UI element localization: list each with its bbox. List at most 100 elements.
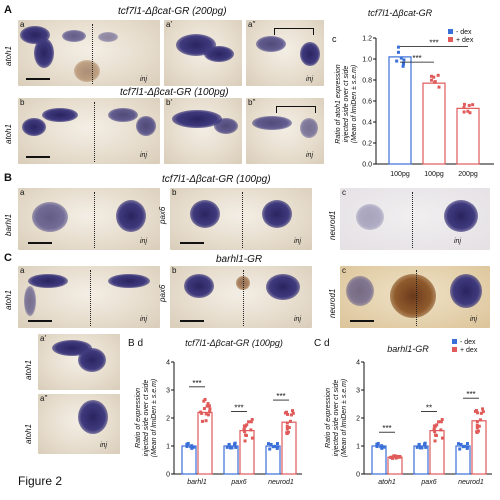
data-point — [208, 407, 212, 411]
data-point — [202, 399, 206, 403]
chart-cd: C d barhl1-GR - dex+ dex Ratio of expres… — [314, 338, 492, 486]
y-axis-label-line: injected side over ct side — [333, 380, 340, 457]
data-point — [458, 447, 462, 451]
data-point — [475, 423, 479, 427]
legend-label: - dex — [460, 339, 476, 346]
data-point — [437, 420, 441, 424]
data-point — [475, 420, 479, 424]
data-point — [475, 431, 479, 435]
data-point — [207, 404, 211, 408]
legend-swatch — [452, 347, 457, 352]
y-tick-label: 0.8 — [362, 78, 372, 85]
data-point — [228, 446, 232, 450]
data-point — [271, 445, 275, 449]
bar — [197, 411, 213, 475]
data-point — [462, 106, 466, 110]
label-b-c: c — [342, 188, 346, 197]
data-point — [375, 445, 379, 449]
micrograph-b-c — [340, 188, 490, 250]
label-a-b2: b'' — [248, 98, 256, 107]
marker-b-barhl1: barhl1 — [4, 213, 13, 236]
data-point — [285, 425, 289, 429]
chart-bd-letter: B d — [128, 338, 143, 349]
chart-bd-title: tcf7l1-Δβcat-GR (100pg) — [185, 338, 283, 348]
data-point — [200, 419, 204, 423]
label-a-b-inj: inj — [140, 152, 148, 159]
chart-cd-title: barhl1-GR — [387, 344, 429, 354]
data-point — [433, 430, 437, 434]
micrograph-a-b2 — [246, 98, 324, 164]
micrograph-c-a — [18, 266, 160, 328]
chart-bd-sig: *** *** *** — [189, 379, 289, 412]
significance-label: *** — [382, 424, 391, 433]
label-c-c-inj: inj — [470, 316, 478, 323]
marker-c-pax6: pax6 — [158, 284, 167, 302]
chart-cd-ylabel: Ratio of expression injected side over ct… — [325, 379, 348, 458]
data-point — [433, 439, 437, 443]
bar — [455, 445, 471, 475]
data-point — [418, 446, 422, 450]
y-axis-label-line: Ratio of atoh1 expression — [335, 64, 342, 143]
label-b-c-inj: inj — [454, 238, 462, 245]
legend-swatch — [448, 37, 453, 42]
section-c-title: barhl1-GR — [216, 254, 263, 265]
marker-b-neurod1: neurod1 — [328, 210, 337, 240]
chart-ac-letter: c — [332, 34, 337, 44]
data-point — [475, 426, 479, 430]
micrograph-c-c — [340, 266, 490, 328]
bar — [181, 445, 197, 475]
chart-cd-letter: C d — [314, 338, 330, 349]
data-point — [440, 436, 444, 440]
data-point — [432, 424, 436, 428]
legend-swatch — [448, 29, 453, 34]
marker-c-atoh1: atoh1 — [4, 289, 13, 310]
data-point — [439, 420, 443, 424]
data-point — [436, 73, 440, 77]
data-point — [473, 409, 477, 413]
data-point — [439, 428, 443, 432]
label-a-a: a — [20, 20, 25, 29]
data-point — [393, 454, 397, 458]
x-tick-label: 100pg — [390, 171, 410, 178]
micrograph-a-a — [18, 20, 160, 86]
data-point — [424, 445, 428, 449]
significance-label: *** — [192, 379, 201, 388]
chart-bd-ylabel: Ratio of expression injected side over ct… — [135, 379, 158, 458]
data-point — [468, 111, 472, 115]
bar — [471, 420, 487, 475]
data-point — [433, 80, 437, 84]
y-tick-label: 4 — [166, 360, 170, 367]
legend-label: + dex — [456, 37, 474, 44]
data-point — [395, 59, 399, 63]
data-point — [465, 442, 469, 446]
micrograph-a-b — [18, 98, 160, 164]
data-point — [433, 433, 437, 437]
chart-ac-title: tcf7l1-Δβcat-GR — [368, 8, 433, 18]
legend-label: + dex — [460, 347, 478, 354]
micrograph-b-b — [170, 188, 312, 250]
data-point — [250, 418, 254, 422]
x-tick-label: 200pg — [458, 171, 478, 178]
data-point — [291, 411, 295, 415]
micrograph-a-b1 — [164, 98, 242, 164]
data-point — [230, 446, 234, 450]
y-tick-label: 2 — [166, 416, 170, 423]
data-point — [430, 78, 434, 82]
y-tick-label: 0.4 — [362, 120, 372, 127]
data-point — [481, 407, 485, 411]
bar — [223, 445, 239, 475]
label-c-c: c — [342, 266, 346, 275]
data-point — [202, 407, 206, 411]
data-point — [204, 419, 208, 423]
data-point — [380, 446, 384, 450]
data-point — [394, 456, 398, 460]
data-point — [465, 446, 469, 450]
data-point — [423, 441, 427, 445]
y-tick-label: 1.0 — [362, 57, 372, 64]
data-point — [376, 442, 380, 446]
y-tick-label: 1 — [166, 444, 170, 451]
data-point — [234, 445, 238, 449]
section-a-title-100: tcf7l1-Δβcat-GR (100pg) — [120, 87, 229, 98]
section-b-letter: B — [4, 172, 12, 184]
data-point — [288, 419, 292, 423]
